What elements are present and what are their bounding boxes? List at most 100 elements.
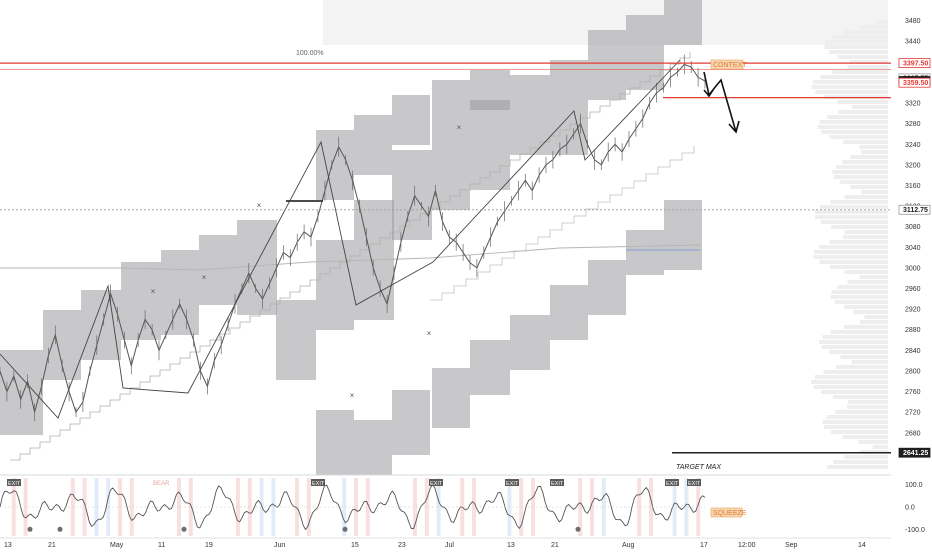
forecast-box	[276, 300, 316, 380]
ma-line	[0, 244, 701, 271]
volume-profile-bar	[830, 200, 888, 204]
price-tag-label: 2641.25	[903, 450, 928, 457]
volume-profile-bar	[832, 70, 888, 74]
volume-profile-bar	[851, 105, 888, 109]
exit-marker-label: EXIT	[551, 481, 564, 487]
volume-profile-bar	[823, 370, 888, 374]
price-tag	[898, 447, 931, 458]
price-tick-label: 2800	[905, 369, 921, 376]
oscillator-axis[interactable]: 100.0 0.0 -100.0	[905, 482, 925, 534]
volume-profile-bar	[832, 35, 888, 39]
osc-band	[649, 478, 653, 536]
volume-profile-bar	[814, 215, 888, 219]
exit-marker-label: EXIT	[430, 481, 443, 487]
osc-dot	[27, 526, 33, 532]
date-tick-label: Sep	[785, 542, 798, 549]
volume-profile-bar	[837, 100, 888, 104]
volume-profile	[811, 20, 888, 469]
time-axis[interactable]: 13 21 May 11 19 Jun 15 23 Jul 13 21 Aug 17 12:00 Sep 14	[0, 537, 932, 550]
date-tick-label: 12:00	[738, 542, 756, 549]
date-tick-label: Jul	[445, 542, 454, 549]
price-tick-label: 2680	[905, 430, 921, 437]
volume-profile-bar	[831, 290, 888, 294]
context-label: CONTEXT	[713, 62, 747, 69]
forecast-box	[510, 315, 550, 370]
forecast-box	[432, 120, 470, 210]
date-tick-label: 21	[551, 542, 559, 549]
forecast-box	[470, 70, 510, 110]
x-marker: ×	[202, 273, 207, 282]
volume-profile-bar	[825, 40, 888, 44]
volume-profile-bar	[842, 435, 888, 439]
volume-profile-bar	[813, 250, 888, 254]
date-tick-label: Jun	[274, 542, 285, 549]
exit-marker-label: EXIT	[8, 481, 21, 487]
volume-profile-bar	[817, 125, 888, 129]
volume-profile-bar	[859, 275, 888, 279]
volume-profile-bar	[859, 145, 888, 149]
price-tick-label: 3240	[905, 142, 921, 149]
volume-profile-bar	[819, 120, 888, 124]
x-marker: ×	[151, 287, 156, 296]
volume-profile-bar	[844, 195, 888, 199]
price-tag	[898, 204, 931, 215]
forecast-box	[550, 60, 588, 155]
date-tick-label: 17	[700, 542, 708, 549]
price-tick-label: 2720	[905, 410, 921, 417]
arrow-path	[703, 71, 737, 133]
volume-profile-bar	[843, 30, 888, 34]
volume-profile-bar	[814, 210, 888, 214]
date-tick-label: Aug	[622, 542, 635, 549]
volume-profile-bar	[820, 75, 888, 79]
volume-profile-bar	[822, 420, 888, 424]
volume-profile-bar	[859, 450, 888, 454]
osc-band	[684, 478, 689, 536]
forecast-box	[664, 0, 702, 45]
osc-band	[177, 478, 181, 536]
exit-marker	[550, 479, 564, 486]
osc-band	[637, 478, 642, 536]
osc-band	[436, 478, 441, 536]
volume-profile-bar	[840, 180, 888, 184]
osc-band	[188, 478, 193, 536]
volume-profile-bar	[827, 115, 888, 119]
forecast-box	[392, 150, 432, 240]
volume-profile-bar	[847, 65, 888, 69]
forecast-box	[354, 420, 392, 475]
forecast-box	[588, 30, 626, 100]
volume-profile-bar	[832, 170, 888, 174]
price-tags: 3397.503367.753362.753359.503112.752641.…	[898, 58, 931, 458]
volume-profile-bar	[842, 235, 888, 239]
price-tag	[898, 58, 931, 68]
zigzag-lines	[0, 59, 681, 419]
volume-profile-bar	[836, 165, 888, 169]
volume-profile-bar	[821, 345, 888, 349]
volume-profile-bar	[861, 150, 888, 154]
forecast-box	[316, 410, 354, 475]
forecast-box	[626, 15, 664, 90]
volume-profile-bar	[861, 190, 888, 194]
volume-profile-bar	[829, 240, 888, 244]
volume-profile-bar	[827, 465, 888, 469]
price-tick-label: 3080	[905, 224, 921, 231]
forecast-boxes	[0, 0, 702, 475]
volume-profile-bar	[847, 280, 888, 284]
osc-dot	[342, 526, 348, 532]
x-marker: ×	[457, 123, 462, 132]
osc-band	[672, 478, 677, 536]
exit-marker-label: EXIT	[688, 481, 701, 487]
osc-band	[236, 478, 240, 536]
exit-marker	[7, 479, 21, 486]
forecast-box	[432, 80, 470, 120]
volume-profile-bar	[829, 135, 888, 139]
osc-band	[472, 478, 476, 536]
volume-profile-bar	[833, 175, 888, 179]
volume-profile-bar	[831, 225, 888, 229]
oscillator-line	[0, 483, 706, 531]
forecast-box	[392, 95, 430, 145]
date-tick-label: 21	[48, 542, 56, 549]
oscillator-markers: EXIT EXIT EXIT EXIT EXIT EXIT EXIT BEAR	[7, 479, 701, 532]
date-tick-label: 11	[158, 542, 165, 549]
volume-profile-bar	[849, 60, 888, 64]
